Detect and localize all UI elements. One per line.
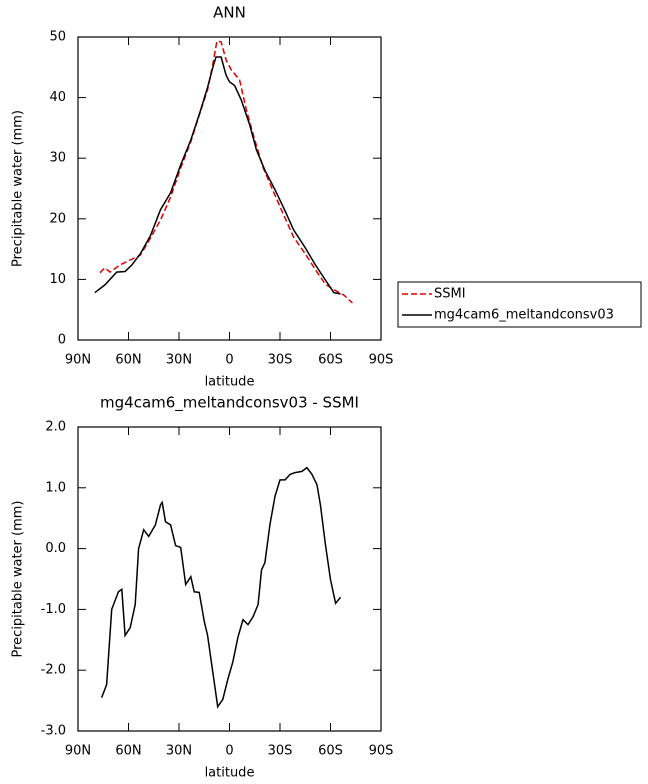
data-line [99,40,353,304]
x-tick-label: 90S [369,744,394,759]
x-axis-label: latitude [205,375,255,390]
y-tick-label: -2.0 [41,663,66,678]
y-axis-label: Precipitable water (mm) [11,501,26,658]
y-tick-label: -3.0 [41,724,66,739]
legend-box [397,281,642,328]
data-line [94,56,341,295]
x-tick-label: 60N [115,744,141,759]
x-tick-label: 60N [115,353,141,368]
y-tick-label: 0.0 [45,541,66,556]
y-tick-label: 20 [49,211,66,226]
y-tick-label: 50 [49,30,66,45]
x-tick-label: 90N [65,353,91,368]
x-tick-label: 60S [318,744,343,759]
plot-frame [77,36,382,341]
y-tick-label: 40 [49,90,66,105]
x-tick-label: 90S [369,353,394,368]
y-tick-label: 30 [49,151,66,166]
y-tick-label: 2.0 [45,420,66,435]
data-line [100,466,342,709]
y-tick-label: 0 [58,333,66,348]
y-axis-label: Precipitable water (mm) [11,110,26,267]
chart-title: mg4cam6_meltandconsv03 - SSMI [100,394,359,413]
y-tick-label: -1.0 [41,602,66,617]
y-tick-label: 1.0 [45,480,66,495]
chart-title: ANN [213,4,246,22]
legend-label: mg4cam6_meltandconsv03 [434,308,614,323]
x-tick-label: 30N [166,744,192,759]
y-tick-label: 10 [49,272,66,287]
x-tick-label: 30N [166,353,192,368]
x-tick-label: 30S [268,744,293,759]
x-tick-label: 90N [65,744,91,759]
x-tick-label: 0 [225,744,233,759]
plot-frame [77,426,382,732]
x-tick-label: 30S [268,353,293,368]
x-axis-label: latitude [205,766,255,781]
x-tick-label: 0 [225,353,233,368]
x-tick-label: 60S [318,353,343,368]
legend-label: SSMI [434,287,466,302]
